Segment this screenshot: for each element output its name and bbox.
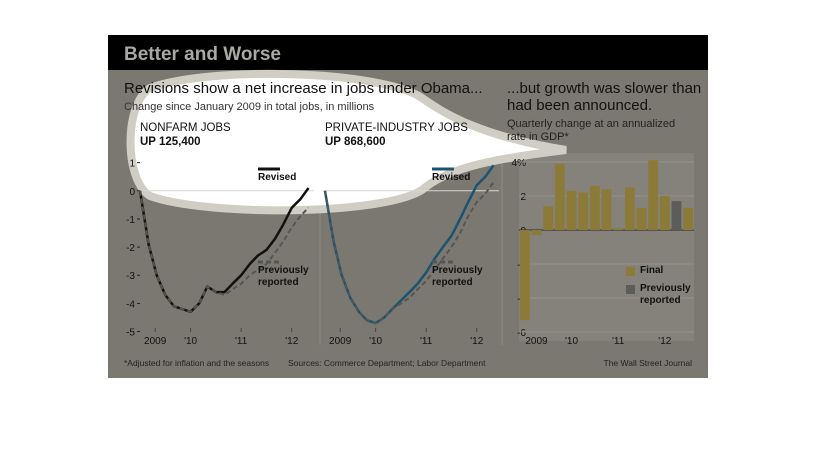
- x-tick-label: '10: [565, 336, 578, 347]
- x-tick-label: 2009: [525, 336, 548, 347]
- x-tick-label: '12: [285, 336, 298, 347]
- chart-title: ...but growth was slower than had been a…: [507, 80, 702, 115]
- legend-label: Revised: [432, 172, 471, 183]
- y-tick-label: 2: [520, 192, 526, 203]
- x-tick-label: 2009: [329, 336, 352, 347]
- bar: [659, 196, 670, 230]
- bar: [636, 207, 647, 230]
- header-bar: [108, 35, 708, 70]
- y-tick-label: -3: [126, 271, 135, 282]
- bar: [566, 190, 577, 230]
- series-line: [139, 190, 310, 313]
- bar: [519, 230, 530, 321]
- chart-subtitle: Quarterly change at an annualized rate i…: [507, 118, 676, 143]
- legend-swatch: [626, 267, 635, 276]
- x-tick-label: '11: [420, 336, 433, 347]
- bar: [531, 230, 542, 236]
- y-tick-label: 0: [129, 187, 135, 198]
- x-tick-label: '12: [470, 336, 483, 347]
- bar: [543, 206, 554, 230]
- panel-title: Revisions show a net increase in jobs un…: [124, 80, 483, 97]
- chart-title: PRIVATE-INDUSTRY JOBS: [325, 122, 468, 134]
- bar: [554, 163, 565, 230]
- sources: Sources: Commerce Department; Labor Depa…: [288, 358, 486, 368]
- bar: [683, 207, 694, 230]
- legend-label: Revised: [258, 172, 297, 183]
- gdp-plot-area: [519, 153, 694, 341]
- bar: [589, 185, 600, 230]
- y-tick-label: 4%: [512, 158, 527, 169]
- legend-label: Previously reported: [640, 283, 691, 306]
- bar: [648, 160, 659, 230]
- legend-label: Final: [640, 265, 664, 276]
- panel-subtitle: Change since January 2009 in total jobs,…: [124, 101, 375, 113]
- legend-label: Previously reported: [258, 265, 309, 288]
- x-tick-label: 2009: [144, 336, 167, 347]
- y-tick-label: 1: [129, 159, 135, 170]
- series-line: [324, 181, 495, 325]
- x-tick-label: '10: [184, 336, 197, 347]
- chart-title: NONFARM JOBS: [140, 122, 231, 134]
- x-tick-label: '11: [612, 336, 625, 347]
- legend-label: Previously reported: [432, 265, 483, 288]
- credit: The Wall Street Journal: [604, 358, 693, 368]
- chart-subtitle: UP 125,400: [140, 136, 201, 148]
- y-tick-label: -2: [126, 243, 135, 254]
- x-tick-label: '12: [658, 336, 671, 347]
- y-tick-label: -6: [517, 328, 526, 339]
- chart-subtitle: UP 868,600: [325, 136, 386, 148]
- header-title: Better and Worse: [124, 44, 281, 65]
- bar: [624, 187, 635, 230]
- bar: [578, 192, 589, 230]
- bar: [601, 189, 612, 230]
- footnote: *Adjusted for inflation and the seasons: [124, 358, 269, 368]
- highlight-blob: [126, 69, 567, 215]
- bar: [613, 228, 624, 230]
- legend-swatch: [626, 285, 635, 294]
- y-tick-label: -1: [126, 215, 135, 226]
- x-tick-label: '11: [235, 336, 248, 347]
- bar: [671, 201, 682, 230]
- y-tick-label: -5: [126, 328, 135, 339]
- x-tick-label: '10: [369, 336, 382, 347]
- y-tick-label: -4: [126, 299, 135, 310]
